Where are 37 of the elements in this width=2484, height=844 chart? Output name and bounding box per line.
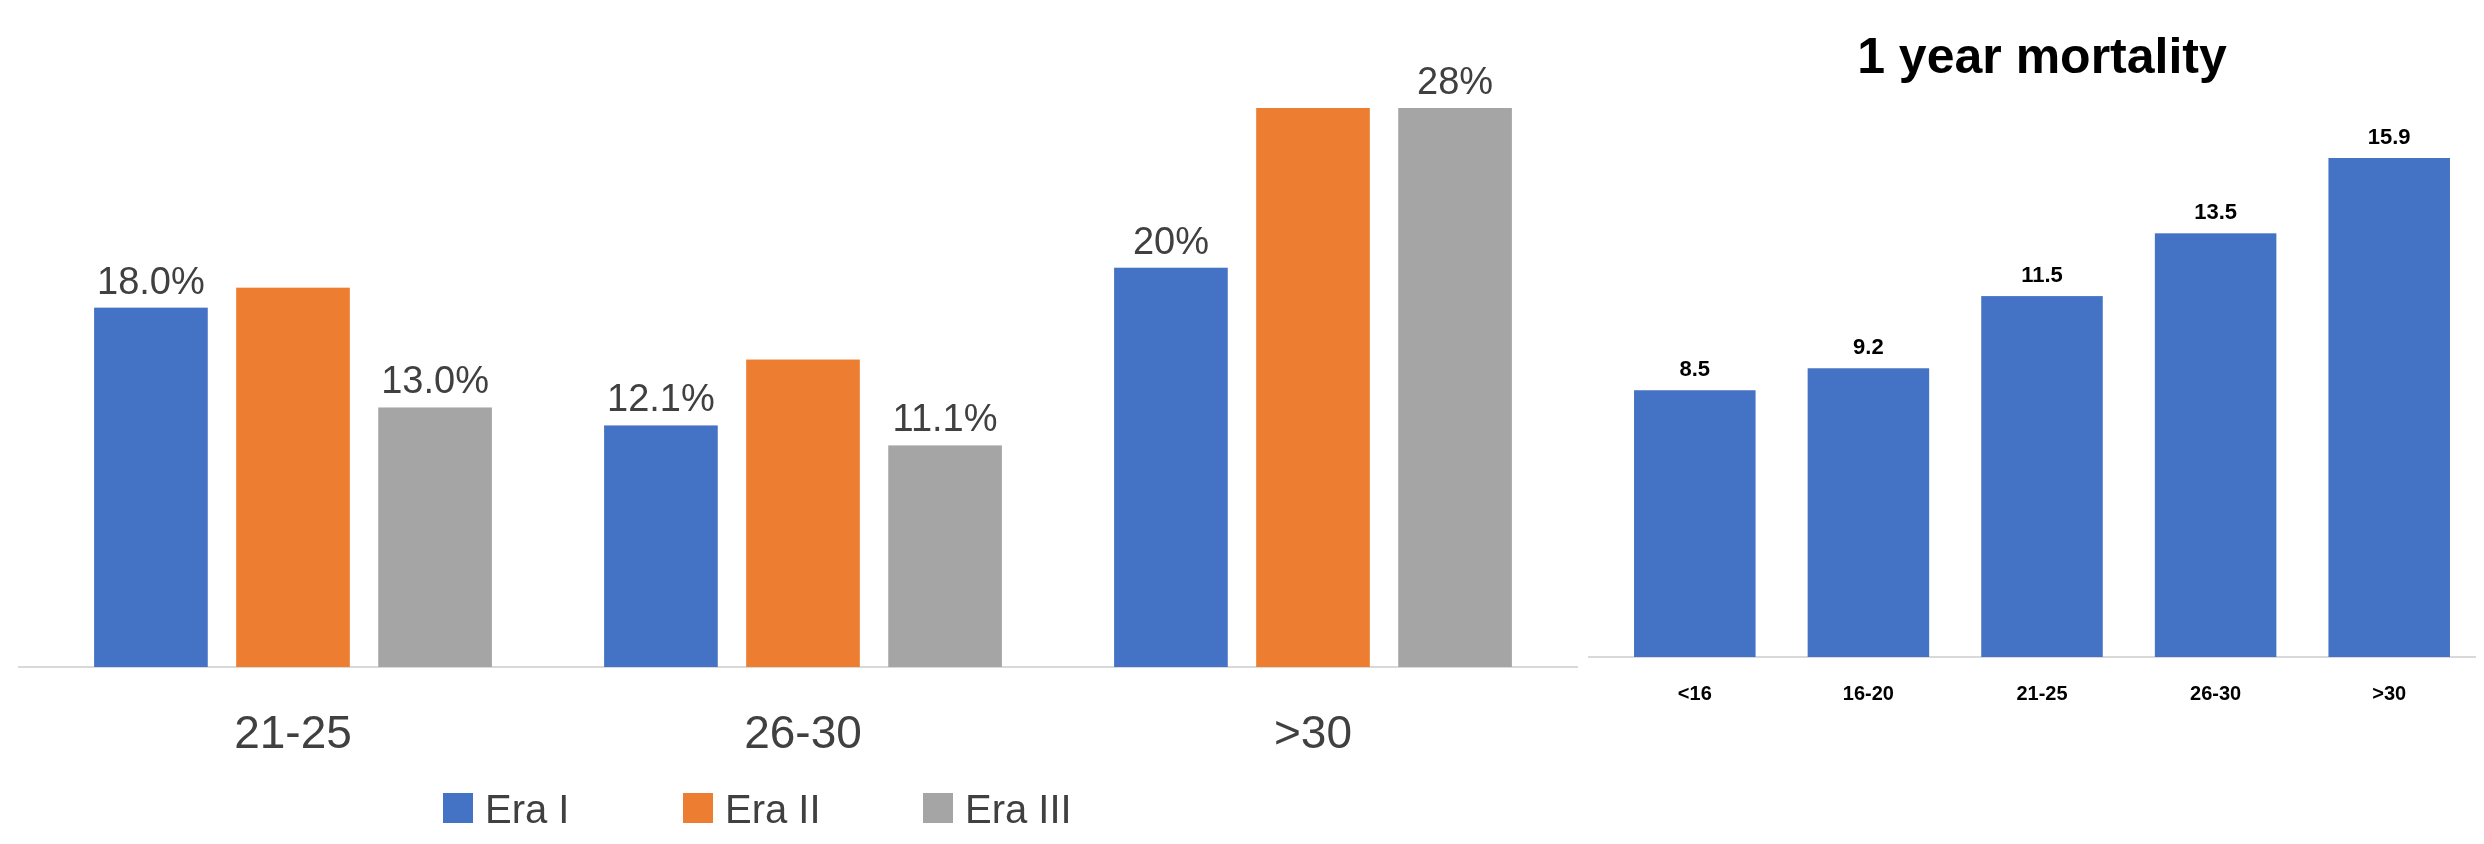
data-label: 13.0%	[381, 359, 489, 402]
bar	[1114, 267, 1228, 667]
data-label: 11.5	[2021, 262, 2063, 288]
data-label: 13.5	[2194, 199, 2238, 225]
data-label: 18.0%	[97, 259, 205, 302]
chart-title: 1 year mortality	[1857, 28, 2227, 84]
legend-label: Era II	[725, 787, 821, 831]
bar	[1634, 390, 1756, 657]
x-tick-label: 21-25	[2016, 682, 2068, 704]
bar	[746, 359, 860, 667]
data-label: 20%	[1132, 219, 1209, 262]
x-tick-label: 16-20	[1842, 682, 1894, 704]
x-tick-label: 26-30	[744, 706, 862, 758]
bar	[1807, 368, 1930, 657]
bar	[94, 307, 208, 667]
legend-label: Era III	[965, 787, 1072, 831]
bar	[888, 445, 1002, 667]
data-label: 12.1%	[607, 377, 715, 420]
data-label: 11.1%	[892, 397, 998, 440]
data-label: 15.9	[2367, 124, 2411, 149]
legend-label: Era I	[485, 787, 570, 831]
x-tick-label: >30	[1273, 706, 1353, 758]
x-tick-label: 21-25	[234, 706, 352, 758]
bar	[1981, 296, 2103, 657]
bar	[236, 287, 350, 667]
bar	[2154, 233, 2277, 657]
data-label: 8.5	[1679, 356, 1711, 382]
x-tick-label: 26-30	[2190, 682, 2242, 704]
bar	[604, 425, 718, 667]
data-label: 28%	[1417, 60, 1494, 102]
bar	[2328, 158, 2450, 657]
x-tick-label: <16	[1677, 682, 1712, 704]
data-label: 9.2	[1853, 334, 1884, 360]
bar	[1256, 108, 1370, 667]
x-tick-label: >30	[2372, 682, 2407, 704]
bar	[378, 407, 492, 667]
bar	[1398, 108, 1512, 667]
